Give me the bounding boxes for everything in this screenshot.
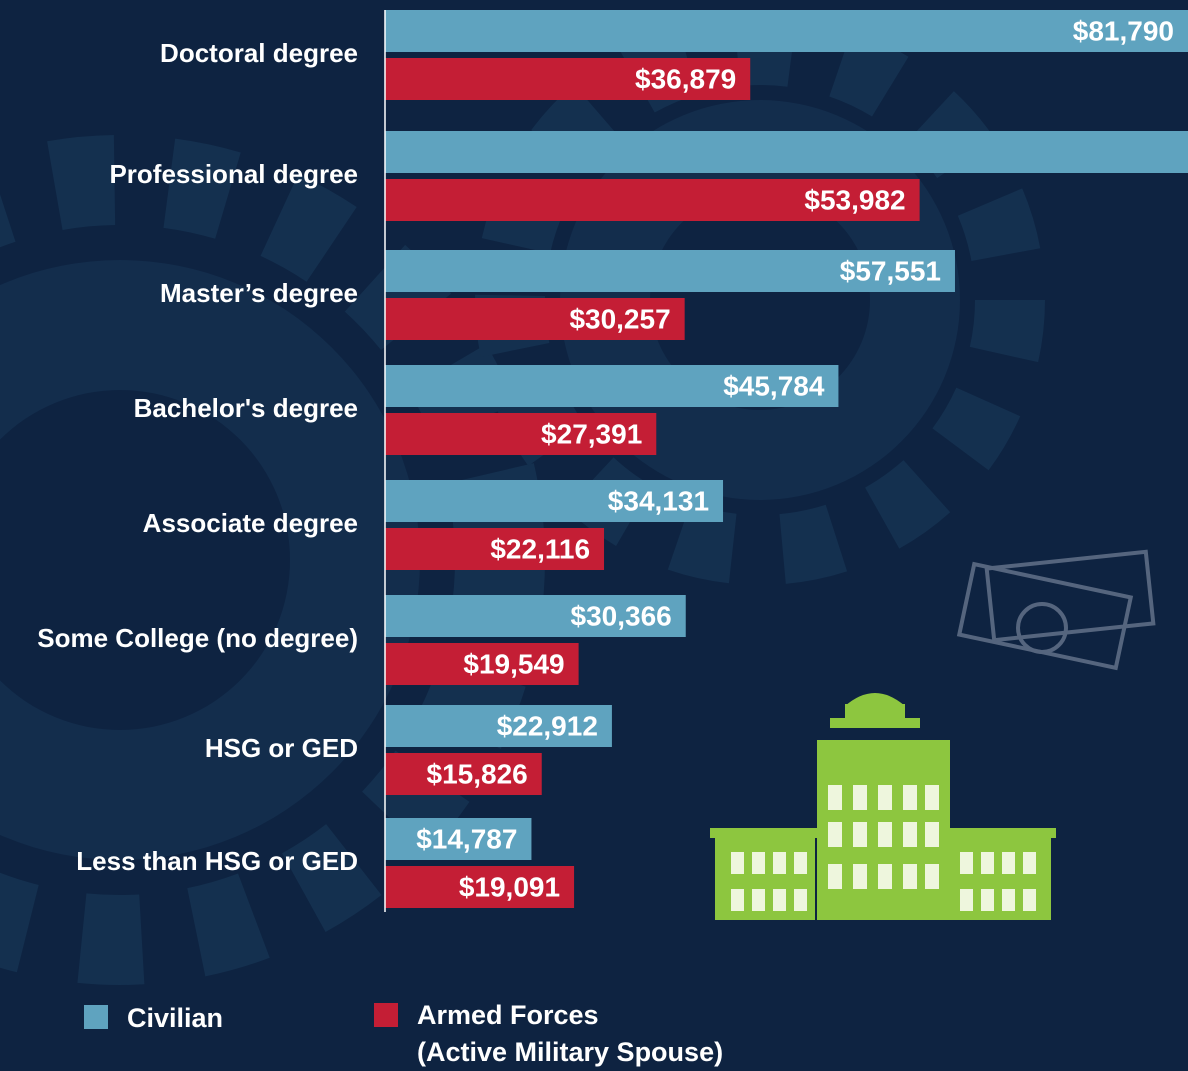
- value-label: $19,549: [463, 648, 564, 679]
- bar: [385, 365, 839, 407]
- value-label: $14,787: [416, 823, 517, 854]
- category-label: HSG or GED: [205, 733, 358, 763]
- value-label: $36,879: [635, 63, 736, 94]
- value-label: $53,982: [804, 184, 905, 215]
- category-label: Master’s degree: [160, 278, 358, 308]
- value-label: $57,551: [840, 255, 941, 286]
- value-label: $27,391: [541, 418, 642, 449]
- category-label: Less than HSG or GED: [76, 846, 358, 876]
- bar: [385, 250, 955, 292]
- bar: [385, 179, 920, 221]
- value-label: $45,784: [723, 370, 825, 401]
- building-windows: [731, 785, 1036, 911]
- bar: [385, 480, 724, 522]
- bar: [385, 298, 685, 340]
- legend-swatch: [374, 1003, 398, 1027]
- category-label: Some College (no degree): [37, 623, 358, 653]
- value-label: $19,091: [459, 871, 560, 902]
- value-label: $34,131: [608, 485, 709, 516]
- category-label: Bachelor's degree: [134, 393, 358, 423]
- category-label: Doctoral degree: [160, 38, 358, 68]
- bar: [385, 753, 542, 795]
- legend-label: Armed Forces (Active Military Spouse): [417, 1000, 724, 1067]
- category-label: Associate degree: [143, 508, 358, 538]
- bar: [385, 705, 612, 747]
- legend-label: Civilian: [127, 1003, 224, 1033]
- bar: [385, 131, 1188, 173]
- value-label: $30,257: [569, 303, 670, 334]
- category-label: Professional degree: [109, 159, 358, 189]
- bar: [385, 818, 532, 860]
- money-icon: [956, 549, 1156, 671]
- bar: [385, 413, 657, 455]
- value-label: $81,790: [1073, 15, 1174, 46]
- value-label: $22,116: [490, 533, 590, 564]
- bar: [385, 866, 575, 908]
- bar: [385, 595, 686, 637]
- legend-swatch: [84, 1005, 108, 1029]
- bar: [385, 643, 579, 685]
- bar: [385, 528, 605, 570]
- value-label: $22,912: [497, 710, 598, 741]
- value-label: $15,826: [427, 758, 528, 789]
- bar: [385, 10, 1188, 52]
- value-label: $30,366: [571, 600, 672, 631]
- bar: [385, 58, 751, 100]
